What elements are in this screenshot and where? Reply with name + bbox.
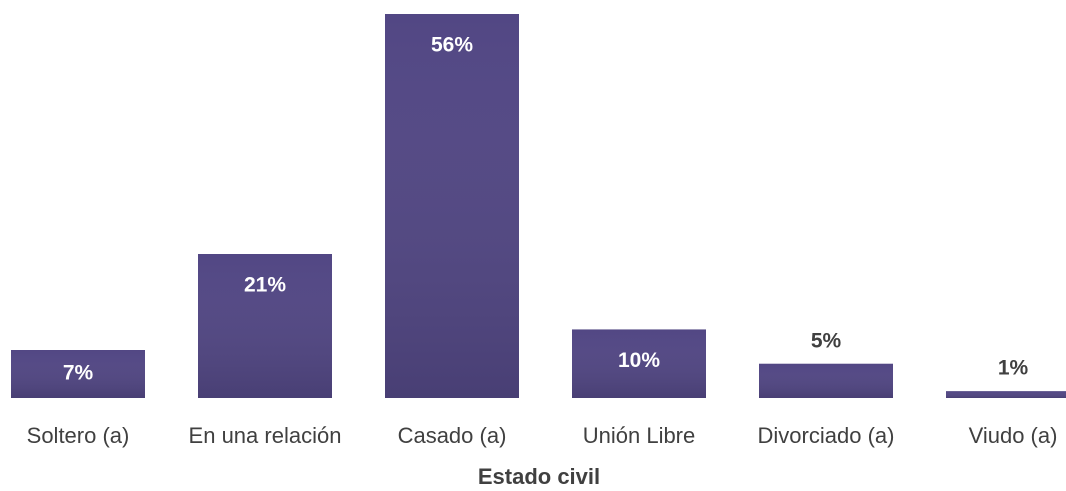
bar-shade xyxy=(11,350,145,398)
value-label: 56% xyxy=(431,34,473,57)
bar-shade xyxy=(198,254,332,398)
value-label: 21% xyxy=(244,274,286,297)
value-label: 5% xyxy=(811,329,842,352)
value-label: 7% xyxy=(63,362,94,385)
bar-shade xyxy=(946,391,1066,398)
x-tick-label: Unión Libre xyxy=(583,423,696,448)
x-tick-label: En una relación xyxy=(189,423,342,448)
x-tick-label: Casado (a) xyxy=(398,423,507,448)
bar-shade xyxy=(385,14,519,398)
x-axis-title: Estado civil xyxy=(478,464,600,489)
bar-shade xyxy=(572,329,706,398)
bar-shade xyxy=(759,363,893,398)
x-tick-label: Soltero (a) xyxy=(27,423,130,448)
x-tick-label: Viudo (a) xyxy=(969,423,1058,448)
value-label: 1% xyxy=(998,357,1029,380)
value-label: 10% xyxy=(618,349,660,372)
x-tick-label: Divorciado (a) xyxy=(758,423,895,448)
